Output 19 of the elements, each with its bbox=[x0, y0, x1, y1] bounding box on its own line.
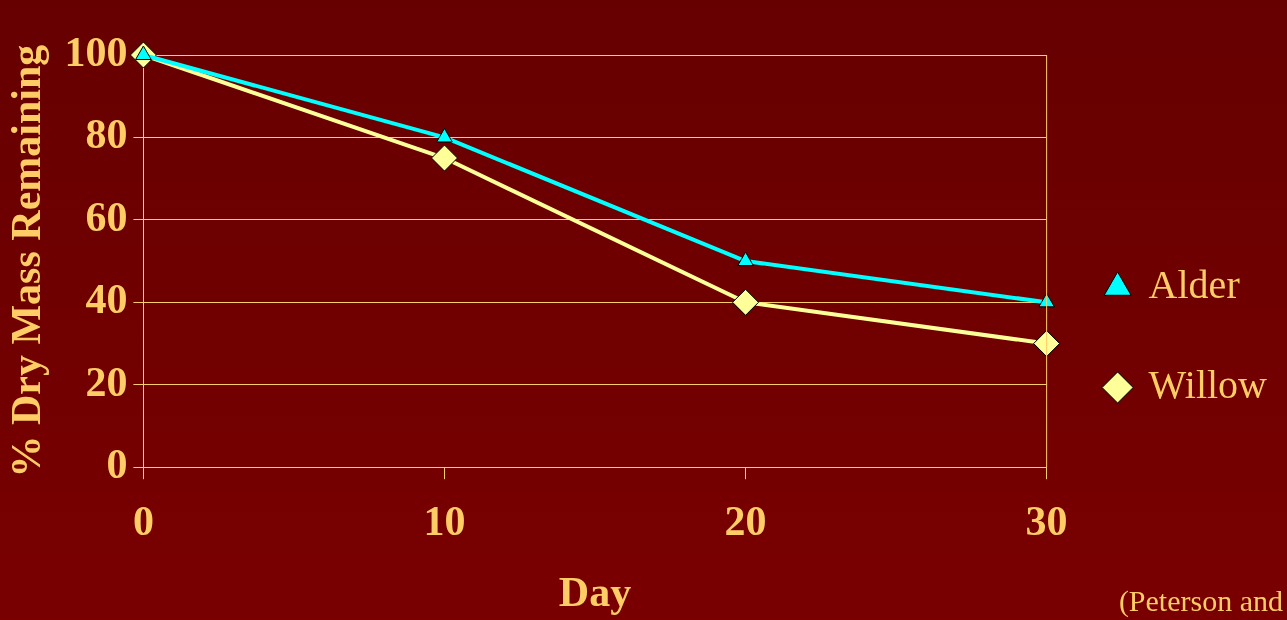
legend-label: Alder bbox=[1148, 262, 1240, 307]
y-tick-label: 20 bbox=[85, 358, 128, 405]
point bbox=[436, 127, 453, 143]
point bbox=[732, 288, 760, 316]
x-axis-title: Day bbox=[558, 568, 632, 615]
y-tick-label: 40 bbox=[85, 276, 128, 323]
point bbox=[1033, 330, 1061, 358]
x-tick-label: 20 bbox=[724, 498, 767, 545]
text: (Peterson and bbox=[1118, 583, 1283, 618]
y-tick-label: 80 bbox=[85, 111, 128, 158]
y-tick-label: 0 bbox=[106, 441, 128, 488]
y-axis-title: % Dry Mass Remaining bbox=[3, 44, 50, 478]
point bbox=[737, 251, 754, 267]
point bbox=[430, 144, 458, 172]
x-tick-label: 10 bbox=[423, 498, 466, 545]
y-tick-label: 60 bbox=[85, 193, 128, 240]
x-tick-label: 30 bbox=[1025, 498, 1068, 545]
y-tick-label: 100 bbox=[64, 28, 128, 75]
legend-label: Willow bbox=[1148, 362, 1268, 407]
